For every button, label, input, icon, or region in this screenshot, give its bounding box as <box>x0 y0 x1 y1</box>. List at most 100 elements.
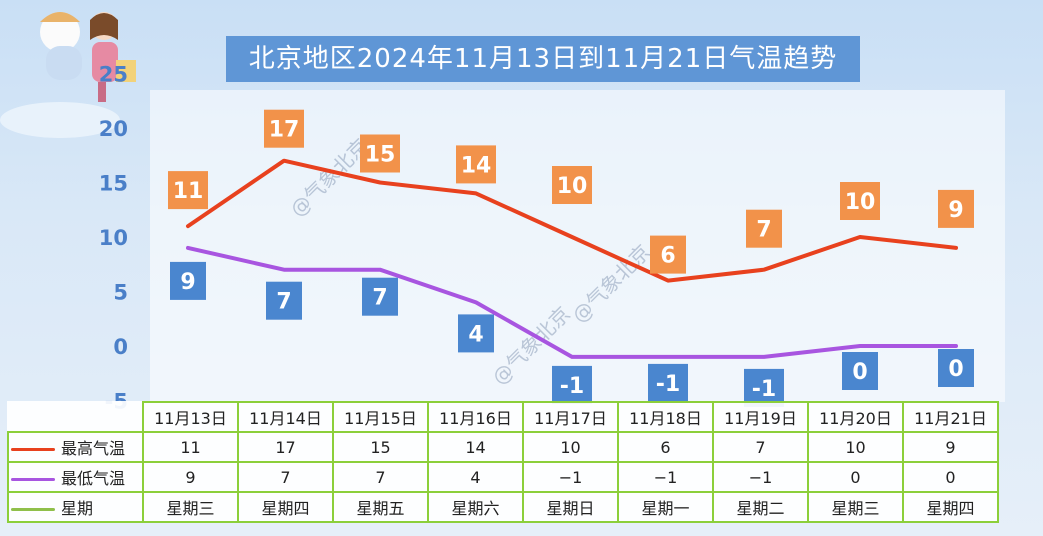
low-temp-cell: 9 <box>142 461 239 493</box>
table-row-weekday: 星期 星期三 星期四 星期五 星期六 星期日 星期一 星期二 星期三 星期四 <box>7 491 999 523</box>
high-temp-cell: 7 <box>712 431 809 463</box>
high-data-label: 17 <box>264 109 304 148</box>
weekday-cell: 星期五 <box>332 491 429 523</box>
low-data-label: -1 <box>744 368 784 407</box>
low-data-label: -1 <box>648 363 688 402</box>
data-label-text: 9 <box>948 198 963 223</box>
data-label-text: 7 <box>756 218 771 243</box>
high-temp-cell: 17 <box>237 431 334 463</box>
high-data-label: 9 <box>938 189 974 228</box>
data-label-text: 10 <box>845 190 876 215</box>
date-cell: 11月14日 <box>237 401 334 433</box>
high-temp-cell: 10 <box>807 431 904 463</box>
date-cell: 11月21日 <box>902 401 999 433</box>
y-tick-label: 10 <box>99 226 128 250</box>
data-label-text: -1 <box>560 374 584 399</box>
legend-swatch-high <box>11 448 55 451</box>
low-temp-cell: 7 <box>332 461 429 493</box>
data-label-text: 7 <box>372 286 387 311</box>
date-cell: 11月19日 <box>712 401 809 433</box>
high-temp-cell: 9 <box>902 431 999 463</box>
data-label-box <box>648 363 688 402</box>
low-temp-cell: 4 <box>427 461 524 493</box>
low-data-label: 4 <box>458 314 494 353</box>
row-label-low: 最低气温 <box>7 461 144 493</box>
data-label-box <box>456 145 496 184</box>
data-label-box <box>552 166 592 204</box>
data-label-box <box>362 277 398 316</box>
data-label-box <box>744 368 784 407</box>
weekday-cell: 星期一 <box>617 491 714 523</box>
high-data-label: 15 <box>360 134 400 173</box>
weekday-cell: 星期四 <box>902 491 999 523</box>
table-row-dates: 11月13日 11月14日 11月15日 11月16日 11月17日 11月18日 11月1… <box>8 401 999 433</box>
row-label-text: 最高气温 <box>61 439 126 458</box>
y-tick-label: 0 <box>113 335 128 359</box>
table-row-high: 最高气温 11 17 15 14 10 6 7 10 9 <box>7 431 999 463</box>
table-corner <box>8 402 143 432</box>
y-tick-label: 5 <box>113 281 128 305</box>
high-data-label: 10 <box>840 182 880 220</box>
data-label-text: 9 <box>180 270 195 295</box>
low-data-label: -1 <box>552 365 592 404</box>
data-label-text: 0 <box>948 357 963 382</box>
low-data-label: 0 <box>938 349 974 387</box>
high-temp-cell: 10 <box>522 431 619 463</box>
low-temp-cell: 0 <box>902 461 999 493</box>
y-tick-label: 25 <box>99 63 128 87</box>
low-data-label: 7 <box>266 281 302 320</box>
data-label-box <box>938 349 974 387</box>
decorative-illustration <box>0 12 136 138</box>
high-temp-cell: 14 <box>427 431 524 463</box>
y-tick-label: 15 <box>99 172 128 196</box>
data-label-box <box>168 171 208 210</box>
data-label-text: 11 <box>173 179 204 204</box>
data-label-text: 14 <box>461 153 492 178</box>
high-temp-line <box>186 158 958 283</box>
y-tick-label: 20 <box>99 117 128 141</box>
low-data-label: 7 <box>362 277 398 316</box>
data-label-box <box>264 109 304 148</box>
data-label-box <box>170 261 206 300</box>
low-temp-cell: 7 <box>237 461 334 493</box>
high-data-label: 11 <box>168 171 208 210</box>
data-label-text: 4 <box>468 322 483 347</box>
data-label-text: -1 <box>656 372 680 397</box>
date-cell: 11月15日 <box>332 401 429 433</box>
weekday-cell: 星期三 <box>807 491 904 523</box>
low-temp-cell: −1 <box>712 461 809 493</box>
weekday-cell: 星期四 <box>237 491 334 523</box>
data-labels: 11 17 15 14 10 6 7 10 9 9 7 7 4 -1 -1 -1 0 0 <box>168 109 974 407</box>
data-label-box <box>552 365 592 404</box>
data-label-box <box>266 281 302 320</box>
chart-title: 北京地区2024年11月13日到11月21日气温趋势 <box>226 36 860 82</box>
date-cell: 11月16日 <box>427 401 524 433</box>
high-temp-cell: 6 <box>617 431 714 463</box>
date-cell: 11月18日 <box>617 401 714 433</box>
data-label-box <box>650 235 686 274</box>
weekday-cell: 星期六 <box>427 491 524 523</box>
low-temp-cell: −1 <box>522 461 619 493</box>
data-label-box <box>840 182 880 220</box>
row-label-weekday: 星期 <box>7 491 144 523</box>
weekday-cell: 星期三 <box>142 491 239 523</box>
row-label-high: 最高气温 <box>7 431 144 463</box>
low-data-label: 9 <box>170 261 206 300</box>
low-temp-cell: −1 <box>617 461 714 493</box>
data-label-text: 0 <box>852 360 867 385</box>
data-label-text: 10 <box>557 174 588 199</box>
data-label-text: 15 <box>365 143 396 168</box>
date-cell: 11月13日 <box>142 401 239 433</box>
data-label-box <box>360 134 400 173</box>
high-data-label: 14 <box>456 145 496 184</box>
low-temp-cell: 0 <box>807 461 904 493</box>
data-label-text: -1 <box>752 377 776 402</box>
row-label-text: 星期 <box>61 499 94 518</box>
high-data-label: 7 <box>746 209 782 248</box>
legend-swatch-low <box>11 478 55 481</box>
data-label-text: 17 <box>269 118 300 143</box>
weekday-cell: 星期二 <box>712 491 809 523</box>
date-cell: 11月20日 <box>807 401 904 433</box>
